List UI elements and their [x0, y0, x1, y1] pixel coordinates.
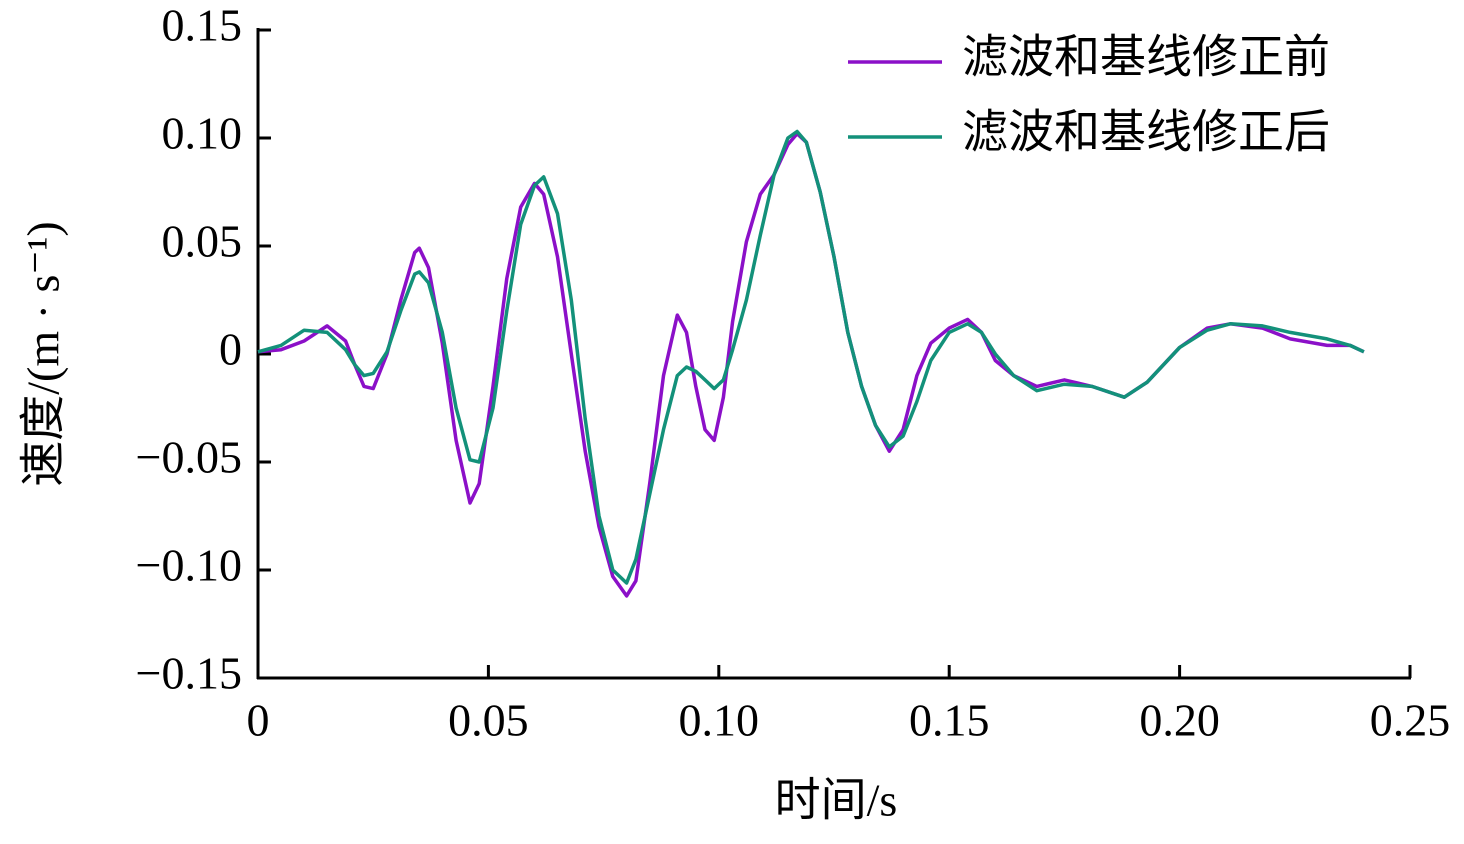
x-tick-label: 0: [247, 695, 270, 746]
data-line: [257, 131, 1365, 598]
y-tick-label: 0: [219, 324, 242, 375]
data-line: [257, 129, 1365, 585]
y-tick-label: 0.15: [162, 0, 243, 51]
x-tick-label: 0.25: [1370, 695, 1451, 746]
x-tick-label: 0.10: [679, 695, 760, 746]
legend-label: 滤波和基线修正前: [962, 32, 1330, 83]
x-axis-label: 时间/s: [775, 775, 898, 826]
x-tick-label: 0.15: [909, 695, 990, 746]
x-tick-label: 0.20: [1139, 695, 1220, 746]
y-tick-label: −0.15: [136, 648, 242, 699]
legend-label: 滤波和基线修正后: [962, 107, 1330, 158]
y-tick-label: −0.05: [136, 432, 242, 483]
y-tick-label: 0.05: [162, 216, 243, 267]
y-tick-label: 0.10: [162, 108, 243, 159]
y-axis-label: 速度/(m · s⁻¹): [18, 221, 69, 487]
x-tick-label: 0.05: [448, 695, 529, 746]
y-tick-label: −0.10: [136, 540, 242, 591]
